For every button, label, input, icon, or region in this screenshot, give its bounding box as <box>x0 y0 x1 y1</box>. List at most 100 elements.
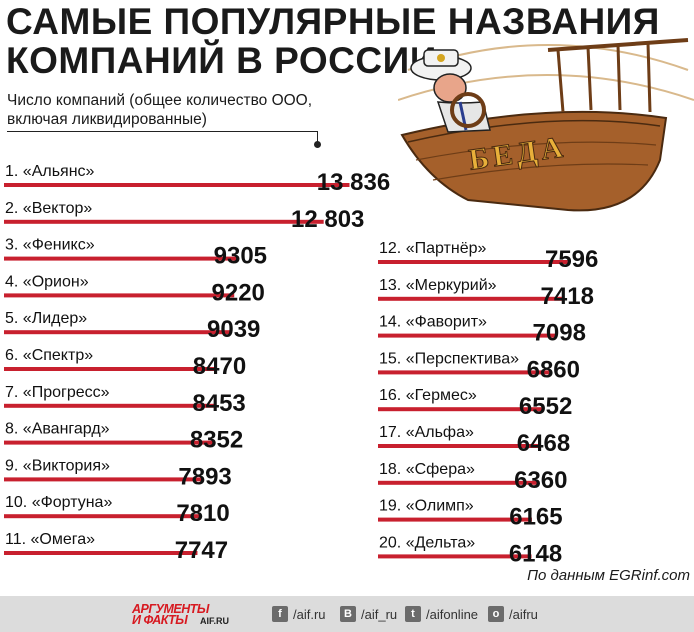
bar-value-label: 8470 <box>193 353 246 380</box>
title-line-2: КОМПАНИЙ В РОССИИ <box>6 40 437 81</box>
odnoklassniki-icon: o <box>488 606 504 622</box>
bar-category-label: 10. «Фортуна» <box>5 494 112 511</box>
bar-category-label: 6. «Спектр» <box>5 347 93 364</box>
subtitle-pointer <box>317 131 318 143</box>
bar <box>4 514 200 519</box>
bar-value-label: 6165 <box>509 504 562 531</box>
bar-value-label: 7418 <box>541 283 594 310</box>
bar <box>4 551 198 555</box>
subtitle-rule <box>7 131 317 132</box>
bar-row: 2. «Вектор» 12 803 <box>4 200 364 233</box>
social-odnoklassniki[interactable]: o /aifru <box>488 605 538 623</box>
bar <box>378 554 532 559</box>
bar-row: 16. «Гермес» 6552 <box>378 387 572 420</box>
bar-value-label: 13 836 <box>317 169 390 196</box>
bar <box>378 480 537 485</box>
bar-category-label: 15. «Перспектива» <box>379 350 519 367</box>
bar-value-label: 12 803 <box>291 206 364 233</box>
bar <box>378 517 532 522</box>
bar <box>378 407 542 412</box>
bar-category-label: 18. «Сфера» <box>379 461 475 478</box>
title-line-1: САМЫЕ ПОПУЛЯРНЫЕ НАЗВАНИЯ <box>6 1 660 42</box>
bar-row: 14. «Фаворит» 7098 <box>378 314 586 347</box>
bar <box>378 296 564 301</box>
bar-chart: 1. «Альянс» 13 836 2. «Вектор» 12 803 3. «Фе… <box>4 163 598 567</box>
bar-category-label: 20. «Дельта» <box>379 534 475 551</box>
bar-row: 12. «Партнёр» 7596 <box>378 240 598 273</box>
vk-icon: B <box>340 606 356 622</box>
bar <box>378 444 540 448</box>
social-handle: /aifonline <box>426 606 479 622</box>
bar-row: 9. «Виктория» 7893 <box>4 457 232 490</box>
bar <box>4 330 230 335</box>
bar <box>4 183 350 187</box>
bar-row: 1. «Альянс» 13 836 <box>4 163 390 196</box>
bar-value-label: 7893 <box>178 463 231 490</box>
aif-logo: АРГУМЕНТЫ И ФАКТЫ AIF.RU <box>132 602 229 627</box>
bar-value-label: 7810 <box>176 500 229 527</box>
bar <box>4 219 324 224</box>
bar-row: 3. «Феникс» 9305 <box>4 237 267 270</box>
bar <box>4 477 202 482</box>
bar-category-label: 17. «Альфа» <box>379 424 474 441</box>
bar-row: 20. «Дельта» 6148 <box>378 534 562 567</box>
bar-row: 11. «Омега» 7747 <box>4 531 228 564</box>
social-handle: /aif.ru <box>293 606 326 622</box>
bar <box>4 367 216 371</box>
bar-category-label: 9. «Виктория» <box>5 457 110 474</box>
source-note: По данным EGRinf.com <box>527 567 690 584</box>
bar-value-label: 9220 <box>212 279 265 306</box>
bar-value-label: 6860 <box>527 356 580 383</box>
bar-row: 18. «Сфера» 6360 <box>378 461 568 494</box>
bar-category-label: 13. «Меркурий» <box>379 277 497 294</box>
bar-value-label: 8352 <box>190 427 243 454</box>
bar-row: 19. «Олимп» 6165 <box>378 498 563 531</box>
bar-category-label: 3. «Феникс» <box>5 237 95 254</box>
bar-category-label: 1. «Альянс» <box>5 163 95 180</box>
twitter-icon: t <box>405 606 421 622</box>
bar-category-label: 2. «Вектор» <box>5 200 92 217</box>
bar-row: 6. «Спектр» 8470 <box>4 347 246 380</box>
bar <box>4 256 237 261</box>
subtitle-pointer-dot <box>314 141 321 148</box>
bar-category-label: 12. «Партнёр» <box>379 240 486 257</box>
ship-illustration: БЕДА <box>398 38 694 212</box>
bar-category-label: 16. «Гермес» <box>379 387 477 404</box>
bar-category-label: 4. «Орион» <box>5 273 89 290</box>
bar-value-label: 7098 <box>533 320 586 347</box>
bar <box>4 403 216 408</box>
bar <box>4 293 235 298</box>
facebook-icon: f <box>272 606 288 622</box>
social-handle: /aif_ru <box>361 606 398 622</box>
bar-row: 5. «Лидер» 9039 <box>4 310 260 343</box>
bar-category-label: 19. «Олимп» <box>379 498 474 515</box>
bar-value-label: 8453 <box>192 390 245 417</box>
social-twitter[interactable]: t /aifonline <box>405 605 478 623</box>
bar-row: 4. «Орион» 9220 <box>4 273 265 306</box>
bar-value-label: 6468 <box>517 430 570 457</box>
bar <box>378 260 568 264</box>
bar-value-label: 6360 <box>514 467 567 494</box>
bar-category-label: 8. «Авангард» <box>5 421 110 438</box>
bar-value-label: 9039 <box>207 316 260 343</box>
bar-row: 13. «Меркурий» 7418 <box>378 277 594 310</box>
bar <box>378 333 556 338</box>
bar <box>4 440 213 445</box>
bar-value-label: 7596 <box>545 246 598 273</box>
bar-row: 10. «Фортуна» 7810 <box>4 494 230 527</box>
bar-category-label: 14. «Фаворит» <box>379 314 487 331</box>
bar-category-label: 7. «Прогресс» <box>5 384 110 401</box>
social-vk[interactable]: B /aif_ru <box>340 605 397 623</box>
social-handle: /aifru <box>509 606 538 622</box>
footer-bar: АРГУМЕНТЫ И ФАКТЫ AIF.RU f /aif.ru B /ai… <box>0 596 694 632</box>
page-title: САМЫЕ ПОПУЛЯРНЫЕ НАЗВАНИЯ КОМПАНИЙ В РОС… <box>6 2 660 80</box>
social-facebook[interactable]: f /aif.ru <box>272 605 326 623</box>
bar-value-label: 9305 <box>214 243 267 270</box>
bar-row: 8. «Авангард» 8352 <box>4 421 243 454</box>
chart-subtitle: Число компаний (общее количество ООО, вк… <box>7 92 313 128</box>
bar-category-label: 5. «Лидер» <box>5 310 87 327</box>
bar-value-label: 7747 <box>175 537 228 564</box>
bar-row: 15. «Перспектива» 6860 <box>378 350 580 383</box>
bar-category-label: 11. «Омега» <box>5 531 95 548</box>
bar-value-label: 6552 <box>519 393 572 420</box>
